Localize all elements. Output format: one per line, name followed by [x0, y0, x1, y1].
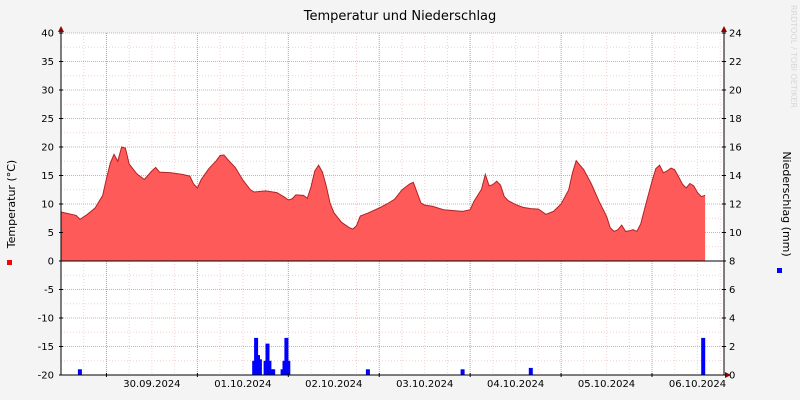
- left-tick-label: 40: [41, 29, 54, 40]
- precipitation-legend-swatch: [777, 268, 782, 273]
- watermark: RRDTOOL / TOBI OETIKER: [789, 5, 798, 108]
- right-tick-label: 4: [729, 314, 735, 325]
- precipitation-bar: [77, 369, 82, 375]
- x-tick-label: 06.10.2024: [669, 379, 726, 390]
- chart-title: Temperatur und Niederschlag: [303, 9, 497, 24]
- precipitation-bar: [460, 369, 465, 375]
- right-tick-label: 8: [729, 257, 735, 268]
- x-tick-label: 01.10.2024: [214, 379, 271, 390]
- precipitation-bar: [286, 360, 291, 376]
- left-tick-label: 15: [41, 171, 54, 182]
- precipitation-bar: [267, 360, 272, 376]
- left-tick-label: 25: [41, 114, 54, 125]
- temperature-line: [60, 146, 706, 233]
- left-tick-label: 35: [41, 57, 54, 68]
- right-tick-label: 2: [729, 342, 735, 353]
- x-tick-label: 03.10.2024: [396, 379, 453, 390]
- left-tick-label: -10: [38, 314, 54, 325]
- tick-labels: 4035302520151050-5-10-15-202422201816141…: [38, 29, 742, 391]
- precipitation-bar: [284, 337, 289, 375]
- right-tick-label: 22: [729, 57, 742, 68]
- x-tick-label: 30.09.2024: [123, 379, 180, 390]
- grid: [61, 32, 724, 376]
- left-tick-label: 30: [41, 86, 54, 97]
- x-axis-arrow: [725, 372, 731, 378]
- x-tick-label: 02.10.2024: [305, 379, 362, 390]
- left-tick-label: -20: [38, 371, 54, 382]
- left-tick-label: -5: [44, 285, 54, 296]
- right-tick-label: 20: [729, 86, 742, 97]
- x-tick-label: 04.10.2024: [487, 379, 544, 390]
- right-tick-label: 10: [729, 228, 742, 239]
- right-tick-label: 16: [729, 143, 742, 154]
- right-tick-label: 6: [729, 285, 735, 296]
- x-tick-label: 05.10.2024: [578, 379, 635, 390]
- left-tick-label: 20: [41, 143, 54, 154]
- left-tick-label: 0: [48, 257, 54, 268]
- right-axis-arrow: [721, 26, 727, 32]
- left-tick-label: 10: [41, 200, 54, 211]
- left-tick-label: -15: [38, 342, 54, 353]
- series-layer: [60, 146, 706, 376]
- precipitation-bar: [365, 369, 370, 375]
- left-axis-label: Temperatur (°C): [5, 160, 18, 249]
- left-tick-label: 5: [48, 228, 54, 239]
- right-tick-label: 24: [729, 29, 742, 40]
- left-axis-arrow: [58, 26, 64, 32]
- precipitation-bar: [701, 337, 706, 375]
- precipitation-bar: [528, 367, 533, 375]
- precipitation-bar: [265, 343, 270, 375]
- precipitation-bar: [257, 359, 262, 375]
- temperature-legend-swatch: [7, 260, 12, 265]
- right-tick-label: 12: [729, 200, 742, 211]
- right-tick-label: 0: [729, 371, 735, 382]
- right-axis-label: Niederschlag (mm): [780, 151, 793, 256]
- right-tick-label: 18: [729, 114, 742, 125]
- axes: [58, 26, 731, 378]
- right-tick-label: 14: [729, 171, 742, 182]
- precipitation-bar: [271, 369, 276, 375]
- temperature-area: [61, 147, 706, 261]
